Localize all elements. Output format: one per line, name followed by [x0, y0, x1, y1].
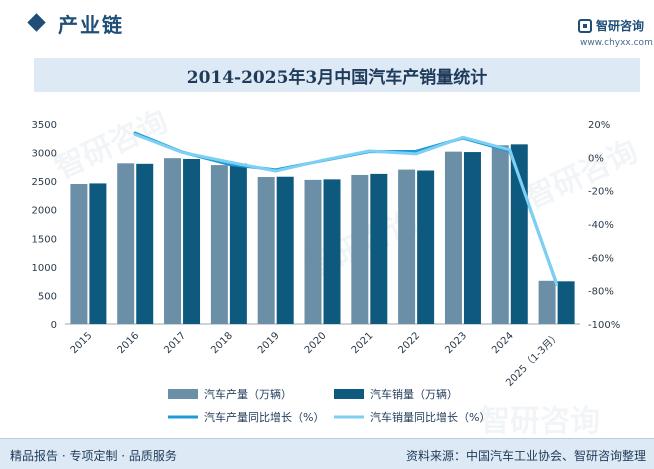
y-left-tick-label: 1500 [32, 234, 57, 245]
production-bar [538, 280, 556, 324]
sales-bar [89, 183, 107, 324]
section-title: 产业链 [58, 13, 124, 37]
legend-label: 汽车销量同比增长（%） [370, 410, 490, 424]
footer-slogan: 精品报告 · 专项定制 · 品质服务 [10, 449, 177, 463]
legend-swatch [334, 389, 364, 399]
y-right-tick-label: -60% [588, 253, 614, 264]
production-bar [117, 163, 135, 324]
sales-bar [276, 176, 294, 324]
x-tick-label: 2015 [69, 330, 95, 356]
production-bar [398, 169, 416, 324]
sales-growth-point [414, 152, 418, 156]
production-bar [351, 174, 369, 324]
sales-bar [417, 170, 435, 324]
legend-label: 汽车销量（万辆） [370, 387, 458, 401]
y-right-tick-label: -40% [588, 220, 614, 231]
y-left-tick-label: 2000 [32, 206, 57, 217]
y-left-tick-label: 500 [38, 291, 57, 302]
legend-swatch [168, 389, 198, 399]
sales-bar [323, 179, 341, 324]
legend-label: 汽车产量（万辆） [204, 387, 292, 401]
y-right-tick-label: 20% [588, 120, 610, 131]
production-bar [70, 184, 88, 324]
sales-bar [229, 163, 247, 324]
brand-url: www.chyxx.com [580, 38, 653, 48]
header: 产业链 智研咨询 www.chyxx.com [0, 0, 654, 48]
legend-label: 汽车产量同比增长（%） [204, 410, 324, 424]
sales-growth-point [321, 158, 324, 162]
x-tick-label: 2016 [116, 330, 142, 356]
sales-bar [463, 152, 481, 324]
y-left-tick-label: 3500 [32, 120, 57, 131]
footer-source: 资料来源：中国汽车工业协会、智研咨询整理 [405, 449, 646, 463]
y-left-tick-label: 0 [51, 320, 57, 331]
production-bar [210, 165, 228, 324]
sales-bar [183, 158, 201, 324]
chart-plot: 0 500 1000 1500 2000 2500 3000 3500 -100% -80% -60… [32, 120, 621, 424]
y-right-tick-label: -100% [588, 320, 620, 331]
sales-bar [136, 163, 154, 324]
brand-name: 智研咨询 [596, 19, 645, 33]
y-left-tick-label: 2500 [32, 177, 57, 188]
y-right-tick-label: 0% [588, 153, 604, 164]
sales-growth-point [367, 149, 371, 153]
production-bar [444, 151, 462, 324]
x-tick-label: 2024 [490, 330, 516, 356]
sales-growth-point [508, 148, 512, 152]
production-bar [304, 179, 322, 324]
y-right-tick-label: -80% [588, 287, 614, 298]
sales-growth-point [133, 133, 137, 136]
x-tick-label: 2018 [209, 330, 235, 356]
y-left-tick-label: 1000 [32, 263, 57, 274]
brand-logo-icon [578, 19, 592, 33]
x-tick-label: 2019 [256, 330, 282, 356]
x-tick-label: 2022 [396, 330, 422, 356]
sales-growth-point [555, 282, 559, 286]
production-bar [164, 158, 182, 324]
sales-growth-point [227, 160, 231, 164]
x-tick-label: 2021 [350, 330, 376, 356]
sales-growth-point [274, 169, 278, 173]
chart-title-bar: 2014-2025年3月中国汽车产销量统计 [34, 58, 640, 92]
sales-bar [557, 281, 575, 324]
y-left-tick-label: 3000 [32, 149, 57, 160]
sales-growth-point [461, 135, 465, 139]
x-tick-label: 2017 [162, 330, 188, 356]
sales-bar [510, 144, 528, 324]
x-tick-label: 2020 [303, 330, 329, 356]
sales-growth-point [180, 150, 184, 154]
sales-growth-line [133, 133, 559, 286]
y-right-tick-label: -20% [588, 187, 614, 198]
sales-bar [370, 173, 388, 324]
chart-title: 2014-2025年3月中国汽车产销量统计 [186, 67, 488, 88]
x-tick-label: 2023 [443, 330, 469, 356]
footer: 精品报告 · 专项定制 · 品质服务 资料来源：中国汽车工业协会、智研咨询整理 [0, 438, 654, 469]
production-bar [257, 177, 275, 324]
production-bar [491, 145, 509, 324]
